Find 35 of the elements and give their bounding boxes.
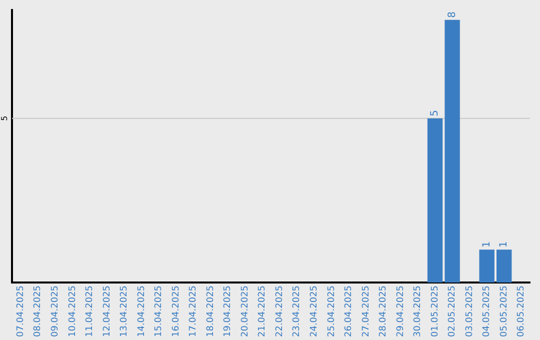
x-tick-label: 12.04.2025 xyxy=(102,285,112,337)
x-tick-label: 04.05.2025 xyxy=(482,285,492,337)
x-tick-label: 20.04.2025 xyxy=(240,285,250,337)
x-tick-label: 03.05.2025 xyxy=(464,285,475,337)
x-tick-label: 17.04.2025 xyxy=(188,285,199,337)
x-tick-label: 22.04.2025 xyxy=(274,285,285,337)
data-label: 1 xyxy=(498,241,510,248)
x-tick-label: 13.04.2025 xyxy=(120,285,130,337)
x-tick-label: 27.04.2025 xyxy=(361,285,372,337)
x-tick-label: 08.04.2025 xyxy=(33,285,44,337)
x-tick-label: 30.04.2025 xyxy=(413,285,424,337)
x-tick-label: 28.04.2025 xyxy=(378,285,389,337)
x-tick-label: 19.04.2025 xyxy=(223,285,234,337)
x-tick-label: 29.04.2025 xyxy=(396,285,406,337)
x-tick-label: 25.04.2025 xyxy=(326,285,337,337)
x-tick-label: 11.04.2025 xyxy=(85,285,96,337)
x-tick-label: 14.04.2025 xyxy=(136,285,147,337)
x-tick-label: 24.04.2025 xyxy=(310,285,320,337)
x-tick-label: 05.05.2025 xyxy=(499,285,510,337)
x-tick-label: 01.05.2025 xyxy=(430,285,440,337)
data-label: 8 xyxy=(446,11,458,18)
x-tick-label: 21.04.2025 xyxy=(258,285,268,337)
ref-line-label: 5 xyxy=(0,116,10,121)
data-label: 5 xyxy=(430,110,441,116)
x-tick-label: 02.05.2025 xyxy=(448,285,458,337)
x-tick-label: 15.04.2025 xyxy=(154,285,164,337)
x-tick-label: 09.04.2025 xyxy=(50,285,61,337)
x-tick-label: 26.04.2025 xyxy=(344,285,354,337)
x-tick-label: 07.04.2025 xyxy=(16,285,26,337)
x-tick-label: 10.04.2025 xyxy=(68,285,78,337)
x-tick-label: 23.04.2025 xyxy=(292,285,302,337)
x-tick-label: 16.04.2025 xyxy=(171,285,182,337)
x-tick-label: 18.04.2025 xyxy=(206,285,216,337)
data-label: 1 xyxy=(481,241,492,248)
x-tick-label: 06.05.2025 xyxy=(516,285,527,337)
